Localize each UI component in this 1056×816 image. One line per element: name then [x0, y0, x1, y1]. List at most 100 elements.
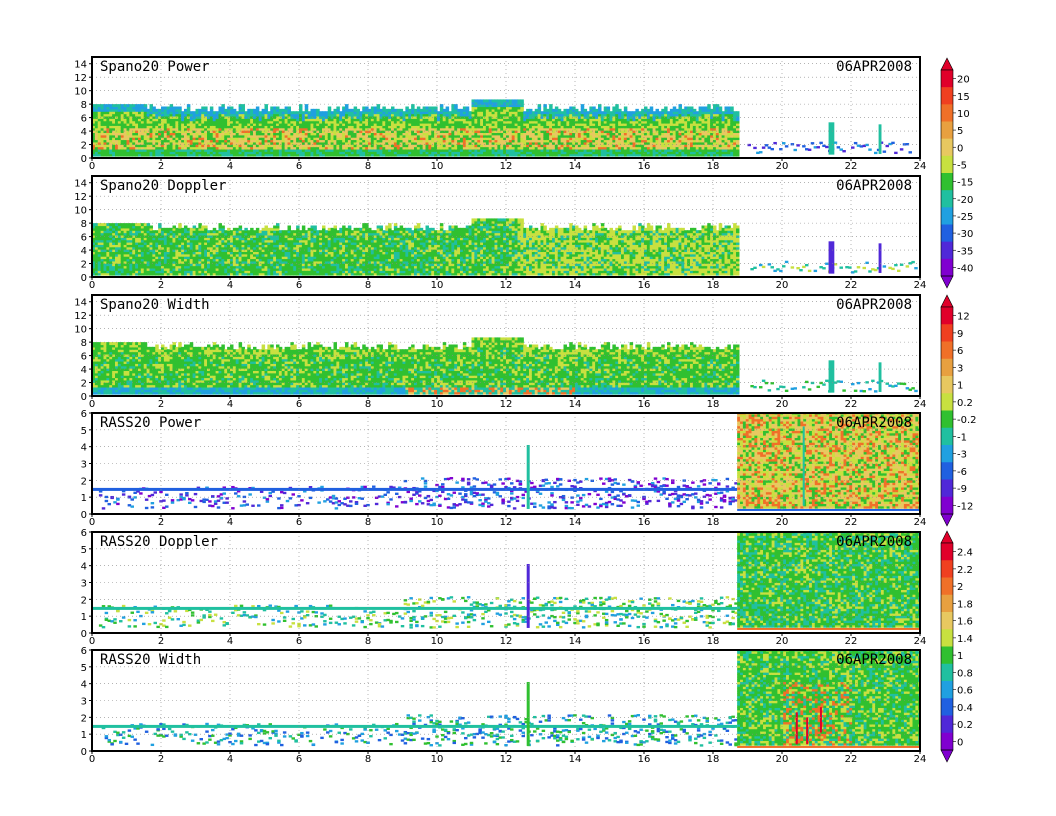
colorbar-segment [941, 612, 953, 630]
x-tick-label: 4 [227, 280, 233, 291]
colorbar-segment [941, 341, 953, 360]
x-tick-label: 22 [845, 754, 858, 765]
x-tick-label: 8 [365, 280, 371, 291]
colorbar-label: 0.2 [957, 398, 973, 409]
colorbar-frame [940, 542, 954, 751]
colorbar-segment [941, 207, 953, 225]
colorbar-label: 3 [957, 363, 963, 374]
x-tick-label: 24 [914, 399, 927, 410]
y-tick-label: 2 [81, 260, 87, 271]
colorbar-top-arrow [940, 57, 954, 71]
colorbar-segment [941, 138, 953, 157]
y-tick-label: 10 [74, 87, 87, 98]
colorbar-label: -5 [957, 160, 967, 171]
panel-data [92, 650, 920, 748]
panel-title: Spano20 Width [100, 297, 210, 313]
colorbar-segment [941, 715, 953, 734]
y-tick-label: 14 [74, 60, 87, 71]
panel-data [92, 337, 918, 395]
panel-date: 06APR2008 [836, 178, 912, 194]
colorbar-label: 9 [957, 329, 963, 340]
colorbar-label: 0.8 [957, 668, 973, 679]
colorbar-label: 5 [957, 126, 963, 137]
colorbar-segment [941, 594, 953, 613]
x-tick-label: 12 [500, 754, 513, 765]
y-tick-label: 1 [81, 493, 87, 504]
colorbar: 2.4 2.2 2 1.8 1.6 1.4 1 0.8 0.6 0.4 0.2 0 [940, 530, 973, 763]
x-tick-label: 0 [89, 754, 95, 765]
x-tick-label: 18 [707, 399, 720, 410]
x-tick-label: 2 [158, 399, 164, 410]
x-tick-label: 18 [707, 636, 720, 647]
colorbar-label: -15 [957, 178, 973, 189]
colorbar-segment [941, 410, 953, 429]
y-tick-label: 0 [81, 629, 87, 640]
panel-date: 06APR2008 [836, 534, 912, 550]
panel-title: Spano20 Power [100, 59, 210, 75]
x-tick-label: 2 [158, 636, 164, 647]
y-tick-label: 4 [81, 680, 87, 691]
x-tick-label: 12 [500, 280, 513, 291]
y-tick-label: 6 [81, 352, 87, 363]
colorbar-label: -3 [957, 450, 967, 461]
x-tick-label: 8 [365, 161, 371, 172]
colorbar-segment [941, 560, 953, 578]
x-tick-label: 20 [776, 280, 789, 291]
y-tick-label: 14 [74, 179, 87, 190]
colorbar-segment [941, 393, 953, 411]
panel-data [92, 99, 912, 157]
x-tick-label: 8 [365, 754, 371, 765]
colorbar-frame [940, 306, 954, 515]
x-tick-label: 10 [431, 399, 444, 410]
x-tick-label: 12 [500, 161, 513, 172]
panel-date: 06APR2008 [836, 297, 912, 313]
x-tick-label: 18 [707, 161, 720, 172]
colorbar-segment [941, 577, 953, 596]
colorbar-label: 1 [957, 381, 963, 392]
colorbar-label: -25 [957, 212, 973, 223]
x-tick-label: 10 [431, 636, 444, 647]
colorbar-label: 0 [957, 737, 963, 748]
x-tick-label: 10 [431, 161, 444, 172]
colorbar-segment [941, 358, 953, 377]
y-tick-label: 4 [81, 127, 87, 138]
colorbar-segment [941, 496, 953, 515]
x-tick-label: 12 [500, 517, 513, 528]
colorbar-segment [941, 663, 953, 682]
x-tick-label: 2 [158, 161, 164, 172]
colorbar-label: 1 [957, 651, 963, 662]
colorbar-label: 0.6 [957, 686, 973, 697]
y-tick-label: 8 [81, 338, 87, 349]
y-tick-label: 4 [81, 562, 87, 573]
x-tick-label: 14 [569, 280, 582, 291]
x-tick-label: 8 [365, 517, 371, 528]
x-tick-label: 16 [638, 517, 651, 528]
y-tick-label: 4 [81, 246, 87, 257]
colorbar-label: -30 [957, 229, 973, 240]
colorbar-segment [941, 70, 953, 88]
colorbar-label: 2 [957, 582, 963, 593]
colorbar-label: -12 [957, 501, 973, 512]
y-tick-label: 5 [81, 663, 87, 674]
x-tick-label: 8 [365, 399, 371, 410]
y-tick-label: 6 [81, 528, 87, 539]
colorbar-label: 0.4 [957, 703, 973, 714]
colorbar-label: -20 [957, 195, 973, 206]
colorbar-segment [941, 543, 953, 561]
colorbar-segment [941, 104, 953, 122]
panel-grid [91, 649, 921, 752]
y-tick-label: 0 [81, 273, 87, 284]
colorbar-label: 0 [957, 143, 963, 154]
y-tick-label: 3 [81, 579, 87, 590]
y-tick-label: 4 [81, 443, 87, 454]
colorbar-label: 1.4 [957, 634, 973, 645]
colorbar: 12 9 6 3 1 0.2 -0.2 -1 -3 -6 -9 -12 [940, 294, 977, 527]
y-tick-label: 14 [74, 298, 87, 309]
colorbar-segment [941, 241, 953, 260]
colorbar-label: 1.8 [957, 599, 973, 610]
colorbar-label: -1 [957, 432, 967, 443]
colorbar-bottom-arrow [940, 749, 954, 763]
colorbar-label: 10 [957, 109, 970, 120]
x-tick-label: 16 [638, 280, 651, 291]
